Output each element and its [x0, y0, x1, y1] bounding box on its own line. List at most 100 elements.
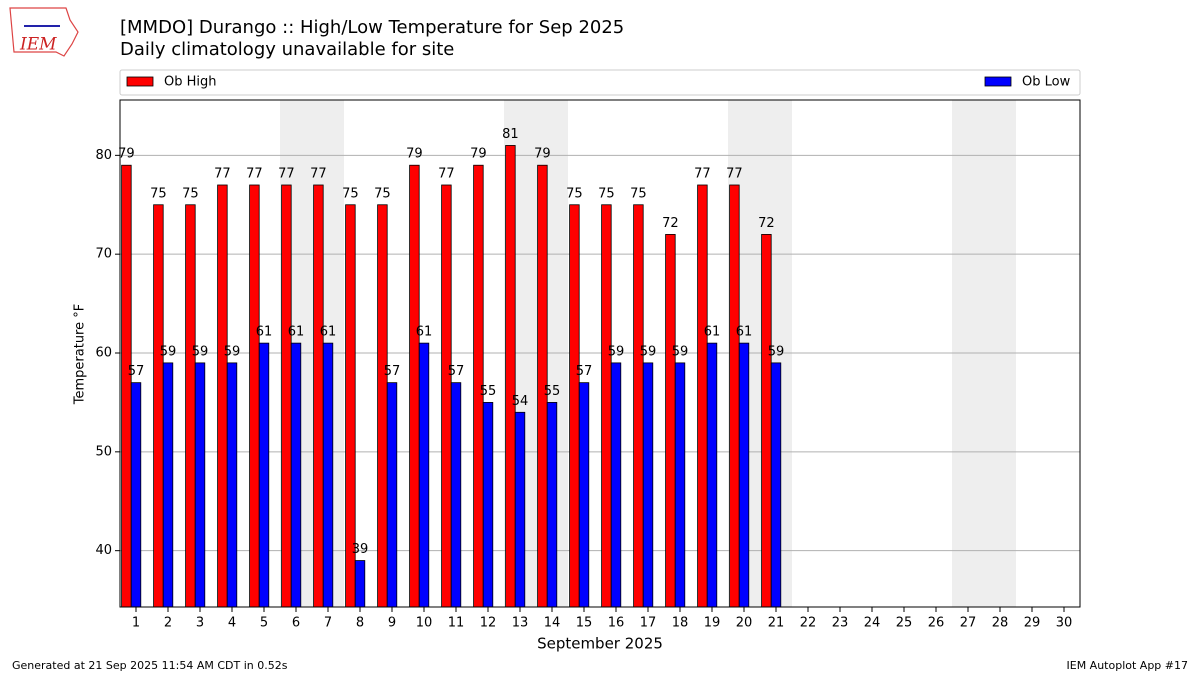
data-label: 59 — [160, 344, 177, 359]
x-tick-label: 1 — [132, 616, 140, 631]
bar — [514, 411, 526, 608]
x-tick-label: 18 — [672, 616, 689, 631]
x-tick-label: 7 — [324, 616, 332, 631]
data-label: 57 — [576, 364, 593, 379]
data-label: 55 — [480, 384, 497, 399]
data-label: 81 — [502, 127, 519, 142]
data-label: 79 — [470, 147, 487, 162]
bar — [633, 204, 644, 608]
x-tick-label: 27 — [960, 616, 977, 631]
logo-text: IEM — [19, 35, 57, 55]
y-tick-label: 70 — [95, 247, 112, 262]
bar — [409, 164, 420, 608]
data-label: 75 — [342, 186, 359, 201]
bar — [770, 362, 782, 608]
bar — [578, 382, 590, 608]
data-label: 77 — [726, 166, 743, 181]
data-label: 77 — [214, 166, 231, 181]
data-label: 75 — [598, 186, 615, 201]
bar — [569, 204, 580, 608]
bar — [162, 362, 174, 608]
x-tick-label: 12 — [480, 616, 497, 631]
bar — [729, 184, 740, 608]
x-tick-label: 28 — [992, 616, 1009, 631]
bar — [697, 184, 708, 608]
bar — [226, 362, 238, 608]
x-tick-label: 11 — [448, 616, 465, 631]
data-label: 77 — [278, 166, 295, 181]
bar — [121, 164, 132, 608]
x-tick-label: 6 — [292, 616, 300, 631]
data-label: 59 — [224, 344, 241, 359]
bar — [258, 342, 270, 608]
bar — [386, 382, 398, 608]
plot-frame — [119, 99, 1081, 608]
bar — [738, 342, 750, 608]
bar — [249, 184, 260, 608]
x-tick-label: 16 — [608, 616, 625, 631]
bar — [290, 342, 302, 608]
bar — [706, 342, 718, 608]
bar — [130, 382, 142, 608]
bar — [354, 560, 366, 608]
x-tick-label: 15 — [576, 616, 593, 631]
data-label: 77 — [310, 166, 327, 181]
x-tick-label: 25 — [896, 616, 913, 631]
data-label: 59 — [672, 344, 689, 359]
bar — [377, 204, 388, 608]
data-label: 61 — [736, 325, 753, 340]
x-tick-label: 14 — [544, 616, 561, 631]
bar — [546, 402, 558, 608]
data-label: 61 — [320, 325, 337, 340]
y-tick-label: 40 — [95, 543, 112, 558]
x-tick-label: 5 — [260, 616, 268, 631]
data-label: 75 — [374, 186, 391, 201]
x-tick-label: 30 — [1056, 616, 1073, 631]
x-axis-title: September 2025 — [537, 635, 663, 653]
bar — [281, 184, 292, 608]
logo-outline — [9, 7, 79, 57]
bar — [505, 145, 516, 608]
data-label: 59 — [768, 344, 785, 359]
data-label: 61 — [704, 325, 721, 340]
data-label: 77 — [438, 166, 455, 181]
bar — [674, 362, 686, 608]
data-label: 54 — [512, 394, 529, 409]
bar — [610, 362, 622, 608]
legend-box — [119, 69, 1081, 96]
data-label: 57 — [448, 364, 465, 379]
data-label: 57 — [384, 364, 401, 379]
x-tick-label: 19 — [704, 616, 721, 631]
x-tick-label: 23 — [832, 616, 849, 631]
bar — [313, 184, 324, 608]
bar — [642, 362, 654, 608]
x-tick-label: 22 — [800, 616, 817, 631]
x-tick-label: 29 — [1024, 616, 1041, 631]
data-label: 59 — [608, 344, 625, 359]
legend-label: Ob Low — [1022, 75, 1071, 90]
y-tick-label: 80 — [95, 148, 112, 163]
x-tick-label: 9 — [388, 616, 396, 631]
x-tick-label: 10 — [416, 616, 433, 631]
bar — [601, 204, 612, 608]
data-label: 57 — [128, 364, 145, 379]
bar — [761, 234, 772, 608]
data-label: 61 — [416, 325, 433, 340]
bar — [482, 402, 494, 608]
bar — [185, 204, 196, 608]
data-label: 79 — [118, 147, 135, 162]
bar — [441, 184, 452, 608]
x-tick-label: 20 — [736, 616, 753, 631]
x-tick-label: 24 — [864, 616, 881, 631]
x-tick-label: 3 — [196, 616, 204, 631]
bar — [450, 382, 462, 608]
legend-label: Ob High — [164, 75, 217, 90]
bar — [194, 362, 206, 608]
data-label: 75 — [630, 186, 647, 201]
x-tick-label: 21 — [768, 616, 785, 631]
data-label: 77 — [246, 166, 263, 181]
data-label: 59 — [192, 344, 209, 359]
x-tick-label: 8 — [356, 616, 364, 631]
legend-swatch — [984, 76, 1012, 87]
